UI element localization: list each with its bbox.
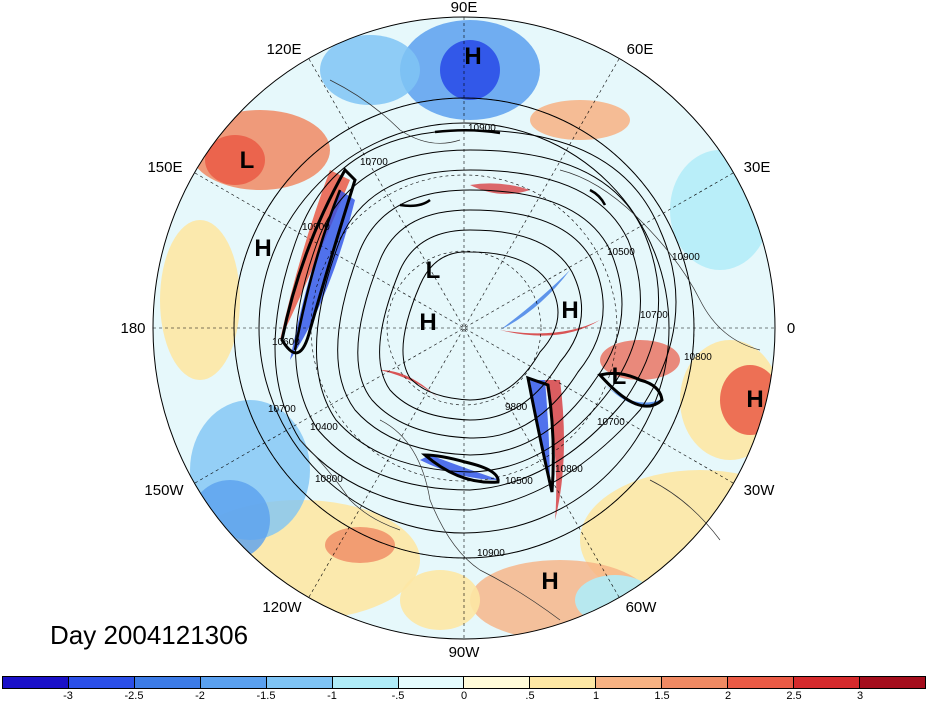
high-center-marker: H [419, 309, 436, 336]
contour-label: 10700 [360, 157, 388, 168]
contour-label: 10700 [597, 417, 625, 428]
map-boundary [152, 16, 776, 640]
high-center-marker: H [541, 568, 558, 595]
colorbar-tick-label: 3 [856, 690, 864, 702]
contour-label: 10800 [684, 352, 712, 363]
contour-label: 10800 [555, 464, 583, 475]
contour-labels: 10900 10700 10900 10600 10500 10700 1090… [268, 123, 712, 559]
colorbar-tick-label: -.5 [391, 690, 405, 702]
colorbar-tick-label: -1 [327, 690, 337, 702]
lon-label-150E: 150E [147, 159, 182, 176]
colorbar-segment [68, 677, 135, 688]
colorbar-tick-label: 1 [592, 690, 600, 702]
colorbar [2, 676, 926, 689]
colorbar-tick-labels: -3 -2.5 -2 -1.5 -1 -.5 0 .5 1 1.5 2 2.5 3 [2, 690, 926, 702]
lon-label-90E: 90E [451, 0, 478, 16]
colorbar-tick-label: -2 [195, 690, 205, 702]
contour-label: 10900 [672, 252, 700, 263]
colorbar-segment [794, 677, 860, 688]
lon-label-0: 0 [787, 320, 795, 337]
high-center-marker: H [254, 235, 271, 262]
colorbar-tick-label: .5 [525, 690, 535, 702]
pressure-centers: H L H L H H L H H [240, 43, 764, 595]
graticule [153, 17, 775, 639]
colorbar-segment [530, 677, 597, 688]
contour-label: 9800 [505, 402, 528, 413]
lon-label-180: 180 [120, 320, 145, 337]
high-center-marker: H [746, 386, 763, 413]
colorbar-tick-label: 1.5 [654, 690, 670, 702]
lon-label-60W: 60W [626, 599, 658, 616]
anomaly-field [153, 17, 775, 639]
colorbar-tick-label: 2 [724, 690, 732, 702]
colorbar-segment [596, 677, 663, 688]
lon-label-30E: 30E [744, 159, 771, 176]
lon-label-120E: 120E [266, 41, 301, 58]
contour-label: 10700 [640, 310, 668, 321]
contour-label: 10900 [468, 123, 496, 134]
colorbar-tick-label: -2.5 [124, 690, 144, 702]
longitude-labels: 90E 60E 30E 0 30W 60W 90W 120W 150W 180 … [120, 0, 795, 661]
contour-label: 10900 [477, 548, 505, 559]
contour-label: 10700 [268, 404, 296, 415]
colorbar-segment [662, 677, 729, 688]
low-center-marker: L [612, 363, 627, 390]
contour-label: 10500 [505, 476, 533, 487]
contour-label: 10900 [302, 222, 330, 233]
colorbar-segment [398, 677, 465, 688]
colorbar-tick-label: -1.5 [256, 690, 276, 702]
coastlines [299, 79, 761, 621]
day-label: Day 2004121306 [50, 620, 249, 650]
lon-label-60E: 60E [627, 41, 654, 58]
lon-label-150W: 150W [144, 482, 184, 499]
low-center-marker: L [426, 257, 441, 284]
contour-label: 10600 [272, 337, 300, 348]
colorbar-tick-label: -3 [63, 690, 73, 702]
colorbar-segment [859, 677, 925, 688]
colorbar-segment [134, 677, 201, 688]
lon-label-120W: 120W [262, 599, 302, 616]
colorbar-segment [728, 677, 795, 688]
lon-label-30W: 30W [744, 482, 776, 499]
contour-label: 10500 [607, 247, 635, 258]
contour-label: 10800 [315, 474, 343, 485]
colorbar-segment [3, 677, 69, 688]
colorbar-segment [464, 677, 531, 688]
colorbar-segment [200, 677, 267, 688]
colorbar-tick-label: 0 [460, 690, 468, 702]
lon-label-90W: 90W [449, 644, 481, 661]
high-center-marker: H [464, 43, 481, 70]
colorbar-segment [266, 677, 333, 688]
high-center-marker: H [561, 297, 578, 324]
colorbar-tick-label: 2.5 [786, 690, 802, 702]
low-center-marker: L [240, 147, 255, 174]
contour-label: 10400 [310, 422, 338, 433]
colorbar-segment [332, 677, 399, 688]
